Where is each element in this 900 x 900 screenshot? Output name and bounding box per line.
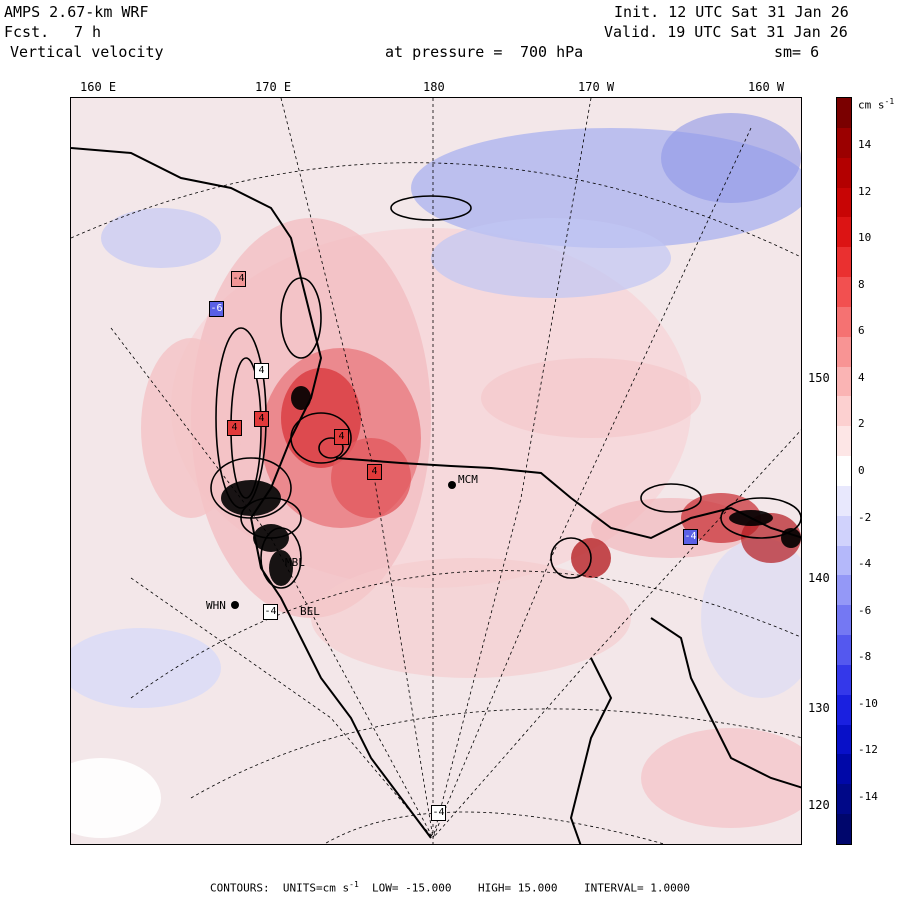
- colorbar-segment: [837, 187, 851, 219]
- hilo-label: 4: [334, 429, 349, 445]
- colorbar-segment: [837, 306, 851, 338]
- colorbar-segment: [837, 157, 851, 189]
- colorbar-tick-label: -2: [858, 510, 872, 524]
- lon-label-170e: 170 E: [255, 80, 292, 94]
- colorbar-segment: [837, 754, 851, 786]
- station-label: MCM: [458, 473, 478, 486]
- hilo-label: -4: [683, 529, 698, 545]
- smoothing-label: sm= 6: [774, 43, 820, 61]
- colorbar-segment: [837, 336, 851, 368]
- pressure-label: at pressure =: [385, 43, 503, 61]
- hilo-label: -4: [431, 805, 446, 821]
- pressure-value: 700 hPa: [520, 43, 584, 61]
- hilo-label: 4: [367, 464, 382, 480]
- colorbar-tick-label: 6: [858, 324, 865, 338]
- colorbar-segment: [837, 456, 851, 487]
- forecast-hour: 7 h: [74, 23, 102, 41]
- colorbar-tick-label: 4: [858, 370, 865, 384]
- colorbar-tick-label: 12: [858, 184, 872, 198]
- hilo-label: 4: [254, 411, 269, 427]
- colorbar-segment: [837, 247, 851, 279]
- colorbar-tick-label: -14: [858, 790, 878, 803]
- colorbar-tick-label: -10: [858, 696, 878, 710]
- colorbar-tick-label: 0: [858, 464, 865, 477]
- colorbar-segment: [837, 277, 851, 308]
- colorbar-segment: [837, 635, 851, 666]
- units-label: UNITS=cm s: [282, 881, 350, 895]
- colorbar-tick-label: -6: [858, 603, 872, 617]
- colorbar-segment: [837, 426, 851, 458]
- station-label: MBL: [285, 556, 305, 569]
- colorbar-tick-label: 14: [858, 138, 872, 151]
- high-value: HIGH= 15.000: [478, 881, 558, 895]
- forecast-label: Fcst.: [4, 23, 50, 41]
- units-exponent: -1: [349, 880, 359, 889]
- hilo-label: 4: [254, 363, 269, 379]
- hilo-label: -6: [209, 301, 224, 317]
- colorbar-tick-label: 8: [858, 277, 865, 291]
- station-marker: [448, 481, 456, 489]
- colorbar-tick-label: -12: [858, 743, 878, 757]
- colorbar-segment: [837, 575, 851, 607]
- hilo-label: 4: [227, 420, 242, 436]
- contours-label: CONTOURS:: [210, 881, 270, 895]
- lon-label-170w: 170 W: [578, 80, 615, 94]
- colorbar-segment: [837, 814, 851, 844]
- colorbar-segment: [837, 485, 851, 517]
- hilo-label: -4: [231, 271, 246, 287]
- colorbar-segment: [837, 127, 851, 159]
- colorbar-tick-label: -4: [858, 557, 872, 571]
- lon-label-160w: 160 W: [748, 80, 785, 94]
- hilo-label: -4: [263, 604, 278, 620]
- colorbar-segment: [837, 545, 851, 577]
- lon-label-160e: 160 E: [80, 80, 117, 94]
- colorbar-segment: [837, 366, 851, 398]
- init-time: Init. 12 UTC Sat 31 Jan 26: [614, 3, 849, 21]
- station-label: BEL: [300, 605, 320, 618]
- colorbar: [836, 97, 852, 845]
- colorbar-tick-label: -8: [858, 650, 872, 664]
- lon-label-180: 180: [423, 80, 445, 94]
- colorbar-segment: [837, 217, 851, 249]
- low-value: LOW= -15.000: [372, 881, 452, 895]
- contour-footer: CONTOURS: UNITS=cm s-1 LOW= -15.000 HIGH…: [0, 880, 900, 895]
- station-label: WHN: [206, 599, 226, 612]
- colorbar-tick-label: 10: [858, 231, 872, 245]
- contour-fill-black: [221, 386, 801, 586]
- colorbar-segment: [837, 724, 851, 756]
- model-title: AMPS 2.67-km WRF: [4, 3, 149, 21]
- field-shading: [71, 113, 801, 838]
- variable-name: Vertical velocity: [10, 43, 164, 61]
- vertical-velocity-field: [71, 98, 801, 844]
- colorbar-segment: [837, 664, 851, 696]
- colorbar-segment: [837, 694, 851, 726]
- colorbar-segment: [837, 515, 851, 547]
- colorbar-segment: [837, 784, 851, 816]
- interval-value: INTERVAL= 1.0000: [583, 881, 690, 895]
- station-marker: [231, 601, 239, 609]
- valid-time: Valid. 19 UTC Sat 31 Jan 26: [604, 23, 848, 41]
- colorbar-segment: [837, 98, 851, 129]
- colorbar-tick-label: 2: [858, 417, 865, 431]
- colorbar-units: cm s-1: [858, 97, 895, 112]
- colorbar-segment: [837, 605, 851, 637]
- colorbar-segment: [837, 396, 851, 428]
- map-panel: -4 -6 4 4 4 4 4 -4 -4 -4: [70, 97, 802, 845]
